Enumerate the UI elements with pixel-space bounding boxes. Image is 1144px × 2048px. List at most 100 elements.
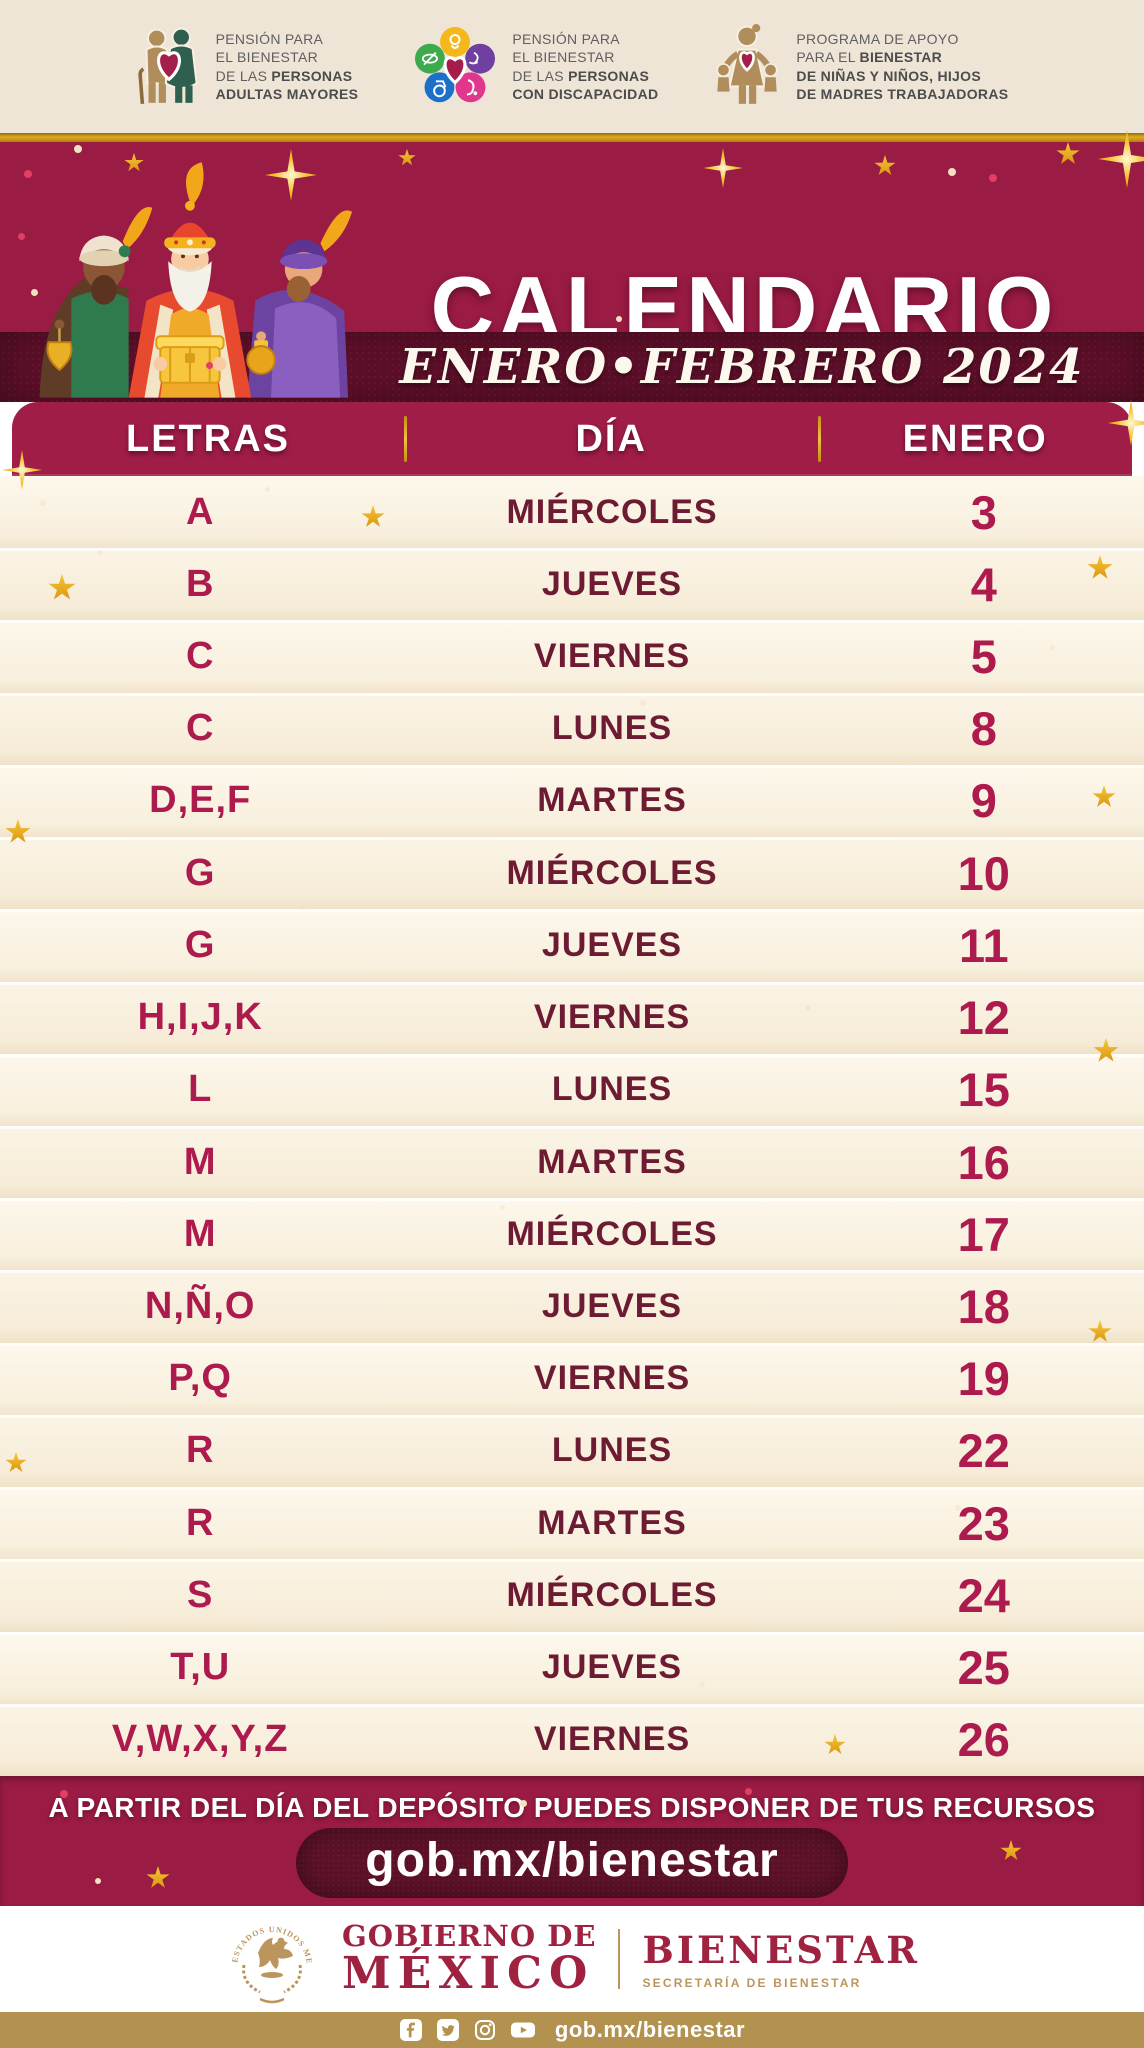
column-header-dia: DÍA [575,417,647,460]
mexico-eagle-emblem: ESTADOS UNIDOS MEXICANOS [224,1911,313,2004]
row-letters: A [185,490,215,533]
elderly-couple-heart-icon [137,27,198,104]
table-row: B JUEVES 4 [0,548,1144,621]
table-row: T,U JUEVES 25 [0,1631,1144,1704]
disability-flower-icon [415,26,496,102]
footer-divider [618,1929,621,1989]
program-line: EL BIENESTAR [215,49,319,66]
row-day: VIERNES [533,1359,691,1398]
row-day: MIÉRCOLES [506,853,718,892]
row-date: 24 [957,1568,1010,1622]
table-row: C LUNES 8 [0,692,1144,765]
row-day: JUEVES [541,1648,683,1687]
row-letters: D,E,F [149,779,252,822]
program-madres-trabajadoras: PROGRAMA DE APOYO PARA EL BIENESTAR DE N… [712,23,1009,110]
table-row: G MIÉRCOLES 10 [0,837,1144,910]
row-date: 23 [957,1496,1010,1550]
row-day: MIÉRCOLES [506,492,718,531]
program-line: CON DISCAPACIDAD [512,85,659,102]
facebook-icon[interactable] [399,2018,423,2042]
row-date: 3 [970,485,997,539]
row-letters: G [184,851,216,894]
program-line: PENSIÓN PARA [512,31,620,48]
row-letters: G [184,923,216,966]
row-date: 16 [957,1135,1010,1189]
program-line: PARA EL BIENESTAR [796,48,1008,66]
table-row: S MIÉRCOLES 24 [0,1559,1144,1632]
row-date: 19 [957,1352,1010,1406]
program-line-regular: DE LAS [215,67,272,84]
table-row: H,I,J,K VIERNES 12 [0,981,1144,1054]
instagram-icon[interactable] [473,2018,497,2042]
row-letters: B [185,562,215,605]
row-day: LUNES [551,1070,673,1109]
row-letters: R [185,1501,215,1544]
row-letters: S [187,1573,214,1616]
row-date: 15 [957,1063,1010,1117]
row-date: 11 [958,918,1009,972]
column-divider [818,416,822,462]
gobierno-line1: GOBIERNO DE [342,1918,597,1953]
row-day: JUEVES [541,564,683,603]
gobierno-wordmark: GOBIERNO DE MÉXICO [342,1918,597,2000]
row-letters: N,Ñ,O [144,1285,256,1328]
row-date: 9 [970,774,997,828]
program-line: DE NIÑAS Y NIÑOS, HIJOS [796,67,981,84]
row-day: MARTES [537,1142,687,1181]
title-banner: CALENDARIO ENERO•FEBRERO 2024 [0,142,1144,402]
table-row: R MARTES 23 [0,1487,1144,1560]
program-line: PROGRAMA DE APOYO [796,31,959,48]
row-letters: C [185,635,215,678]
bienestar-url-pill[interactable]: gob.mx/bienestar [296,1828,848,1898]
row-day: LUNES [551,709,673,748]
social-bar: gob.mx/bienestar [0,2012,1144,2048]
row-day: JUEVES [541,1287,683,1326]
row-day: VIERNES [533,637,691,676]
row-day: MIÉRCOLES [506,1575,718,1614]
program-line: DE MADRES TRABAJADORAS [796,85,1009,102]
youtube-icon[interactable] [510,2018,536,2042]
gold-divider [0,133,1144,142]
row-date: 25 [957,1641,1010,1695]
calendar-table-body: A MIÉRCOLES 3 B JUEVES 4 C VIERNES 5 C L… [0,476,1144,1776]
table-row: M MARTES 16 [0,1125,1144,1199]
row-day: MARTES [537,1503,687,1542]
row-date: 12 [957,991,1010,1045]
table-row: M MIÉRCOLES 17 [0,1198,1144,1271]
program-line-bold: BIENESTAR [859,49,943,66]
program-line-bold: PERSONAS [568,67,650,84]
program-line: DE LAS PERSONAS [216,67,359,85]
table-row: D,E,F MARTES 9 [0,764,1144,838]
notice-band: A PARTIR DEL DÍA DEL DEPÓSITO PUEDES DIS… [0,1776,1144,1906]
row-letters: M [183,1212,217,1255]
table-row: A MIÉRCOLES 3 [0,476,1144,549]
program-line: EL BIENESTAR [512,49,615,66]
row-letters: L [188,1068,213,1111]
twitter-icon[interactable] [436,2018,460,2042]
row-day: VIERNES [533,998,691,1037]
column-header-letras: LETRAS [126,417,290,460]
program-line-regular: PARA EL [796,49,860,66]
table-row: G JUEVES 11 [0,909,1144,982]
row-letters: V,W,X,Y,Z [111,1718,289,1761]
row-letters: M [183,1140,217,1183]
government-footer: ESTADOS UNIDOS MEXICANOS GOBIERNO DE MÉX… [0,1906,1144,2012]
mother-children-icon [716,23,778,104]
program-line-regular: DE LAS [512,67,569,84]
row-letters: R [185,1429,215,1472]
program-discapacidad: PENSIÓN PARA EL BIENESTAR DE LAS PERSONA… [412,24,658,110]
row-letters: C [185,707,215,750]
table-row: P,Q VIERNES 19 [0,1342,1144,1415]
table-row: R LUNES 22 [0,1414,1144,1488]
row-letters: T,U [170,1646,231,1689]
bienestar-subtitle: SECRETARÍA DE BIENESTAR [642,1976,862,1990]
column-divider [404,416,407,462]
row-day: VIERNES [533,1720,691,1759]
gobierno-line2: MÉXICO [342,1948,595,2000]
column-header-enero: ENERO [902,417,1048,460]
bienestar-title: BIENESTAR [642,1928,920,1972]
row-day: JUEVES [541,925,683,964]
row-day: MIÉRCOLES [506,1214,718,1253]
table-row: N,Ñ,O JUEVES 18 [0,1270,1144,1343]
social-url[interactable]: gob.mx/bienestar [554,2017,746,2042]
